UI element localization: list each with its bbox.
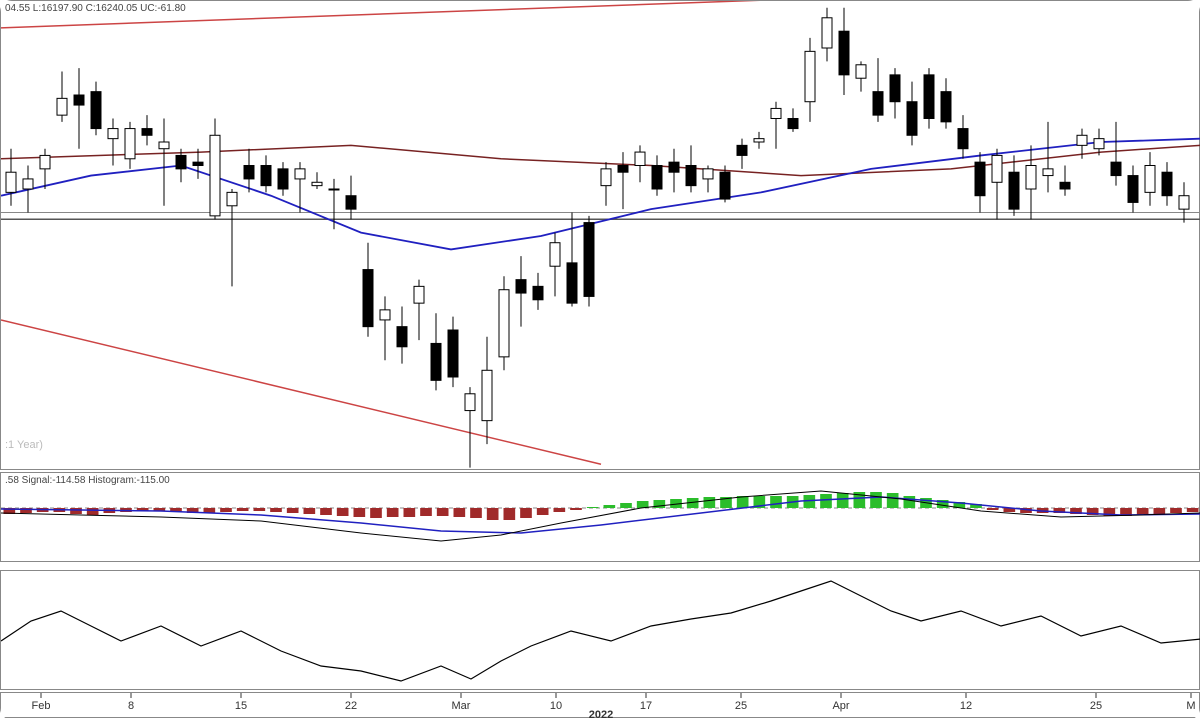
stock-chart: 04.55 L:16197.90 C:16240.05 UC:-61.80 :1…	[0, 0, 1200, 720]
svg-text:22: 22	[345, 700, 357, 712]
x-axis: Feb 8 15 22 Mar 10 17 25 Apr 12 25 M 2022	[0, 692, 1200, 718]
svg-text:25: 25	[1090, 700, 1102, 712]
rsi-svg	[1, 571, 1200, 691]
svg-text:12: 12	[960, 700, 972, 712]
ohlc-header: 04.55 L:16197.90 C:16240.05 UC:-61.80	[5, 3, 186, 14]
svg-text:8: 8	[128, 700, 134, 712]
svg-text:17: 17	[640, 700, 652, 712]
price-panel[interactable]: 04.55 L:16197.90 C:16240.05 UC:-61.80 :1…	[0, 0, 1200, 470]
price-svg	[1, 1, 1200, 471]
svg-text:Apr: Apr	[832, 700, 849, 712]
macd-svg	[1, 473, 1200, 563]
rsi-panel[interactable]	[0, 570, 1200, 690]
macd-header: .58 Signal:-114.58 Histogram:-115.00	[5, 475, 170, 486]
watermark-text: :1 Year)	[5, 439, 43, 451]
svg-text:15: 15	[235, 700, 247, 712]
xaxis-svg: Feb 8 15 22 Mar 10 17 25 Apr 12 25 M 2022	[1, 693, 1200, 719]
macd-panel[interactable]: .58 Signal:-114.58 Histogram:-115.00	[0, 472, 1200, 562]
svg-text:Mar: Mar	[452, 700, 471, 712]
svg-text:Feb: Feb	[32, 700, 51, 712]
svg-text:10: 10	[550, 700, 562, 712]
svg-text:25: 25	[735, 700, 747, 712]
svg-text:M: M	[1186, 700, 1195, 712]
svg-text:2022: 2022	[589, 709, 613, 719]
